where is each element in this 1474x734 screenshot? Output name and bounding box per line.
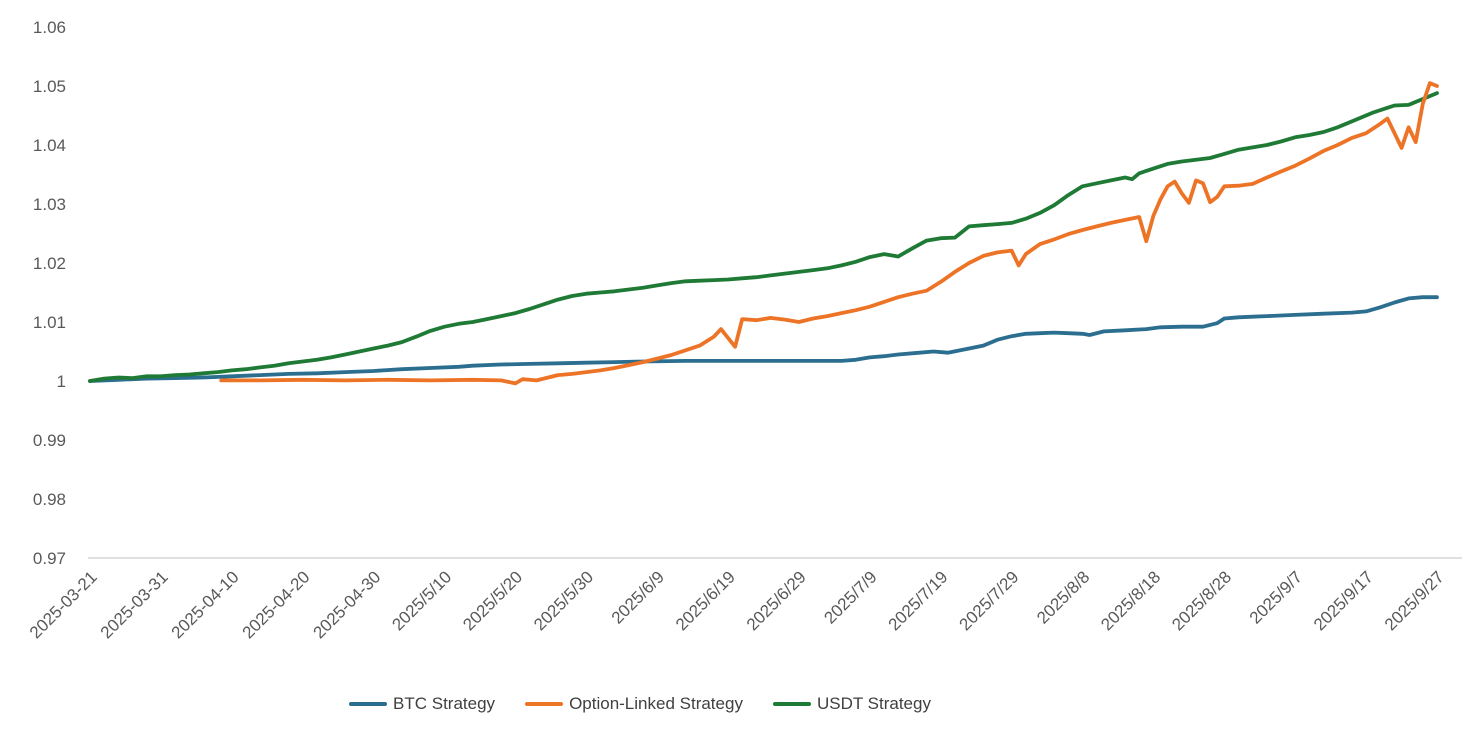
x-axis-tick-label: 2025/8/18 [1097,567,1164,634]
x-axis-tick-label: 2025-04-20 [239,567,314,642]
series-lines [88,81,1439,386]
series-line-btc-strategy [88,295,1439,383]
x-axis-tick-label: 2025/7/9 [820,567,880,627]
series-line-usdt-strategy [88,91,1439,383]
y-axis-tick-label: 1.01 [33,313,66,332]
x-axis-tick-label: 2025-03-21 [26,567,101,642]
y-axis-tick-label: 0.98 [33,490,66,509]
x-axis-tick-label: 2025/8/28 [1168,567,1235,634]
x-axis-tick-label: 2025/9/17 [1310,567,1377,634]
x-axis-tick-label: 2025/5/10 [388,567,455,634]
x-axis-tick-label: 2025/7/19 [885,567,952,634]
y-axis-tick-label: 1.04 [33,136,66,155]
x-axis-tick-label: 2025/7/29 [956,567,1023,634]
x-axis-tick-label: 2025/5/20 [459,567,526,634]
y-axis-tick-label: 0.99 [33,431,66,450]
legend-line-swatch [349,701,388,707]
y-axis-tick-label: 1 [57,372,66,391]
legend-item-usdt-strategy: USDT Strategy [772,694,931,714]
legend-item-btc-strategy: BTC Strategy [349,694,495,714]
x-axis-tick-label: 2025/6/29 [743,567,810,634]
y-axis-tick-label: 0.97 [33,549,66,568]
x-axis-tick-label: 2025-04-30 [309,567,384,642]
chart-plot-area: 1.06 1.05 1.04 1.03 1.02 1.01 1 0.99 0.98 0.97 20… [26,18,1462,642]
legend-line-swatch [772,701,811,707]
chart-legend: BTC Strategy Option-Linked Strategy USDT… [0,684,1280,724]
series-line-option-linked-strategy [219,81,1439,386]
legend-item-label: USDT Strategy [816,694,931,713]
legend-item-label: Option-Linked Strategy [569,694,743,713]
x-axis-tick-label: 2025/6/19 [672,567,739,634]
y-axis-tick-label: 1.06 [33,18,66,37]
x-axis-tick-label: 2025/9/27 [1381,567,1448,634]
x-axis: 2025-03-212025-03-312025-04-102025-04-20… [26,567,1448,642]
x-axis-tick-label: 2025/5/30 [530,567,597,634]
x-axis-tick-label: 2025/8/8 [1033,567,1093,627]
x-axis-tick-label: 2025-03-31 [97,567,172,642]
x-axis-tick-label: 2025-04-10 [168,567,243,642]
legend-line-swatch [525,701,564,707]
y-axis-tick-label: 1.02 [33,254,66,273]
y-axis-tick-label: 1.03 [33,195,66,214]
y-axis-tick-label: 1.05 [33,77,66,96]
legend-item-label: BTC Strategy [393,694,496,713]
x-axis-tick-label: 2025/9/7 [1246,567,1306,627]
x-axis-tick-label: 2025/6/9 [608,567,668,627]
legend-item-option-linked-strategy: Option-Linked Strategy [525,694,743,714]
y-axis: 1.06 1.05 1.04 1.03 1.02 1.01 1 0.99 0.98 0.97 [33,18,66,568]
